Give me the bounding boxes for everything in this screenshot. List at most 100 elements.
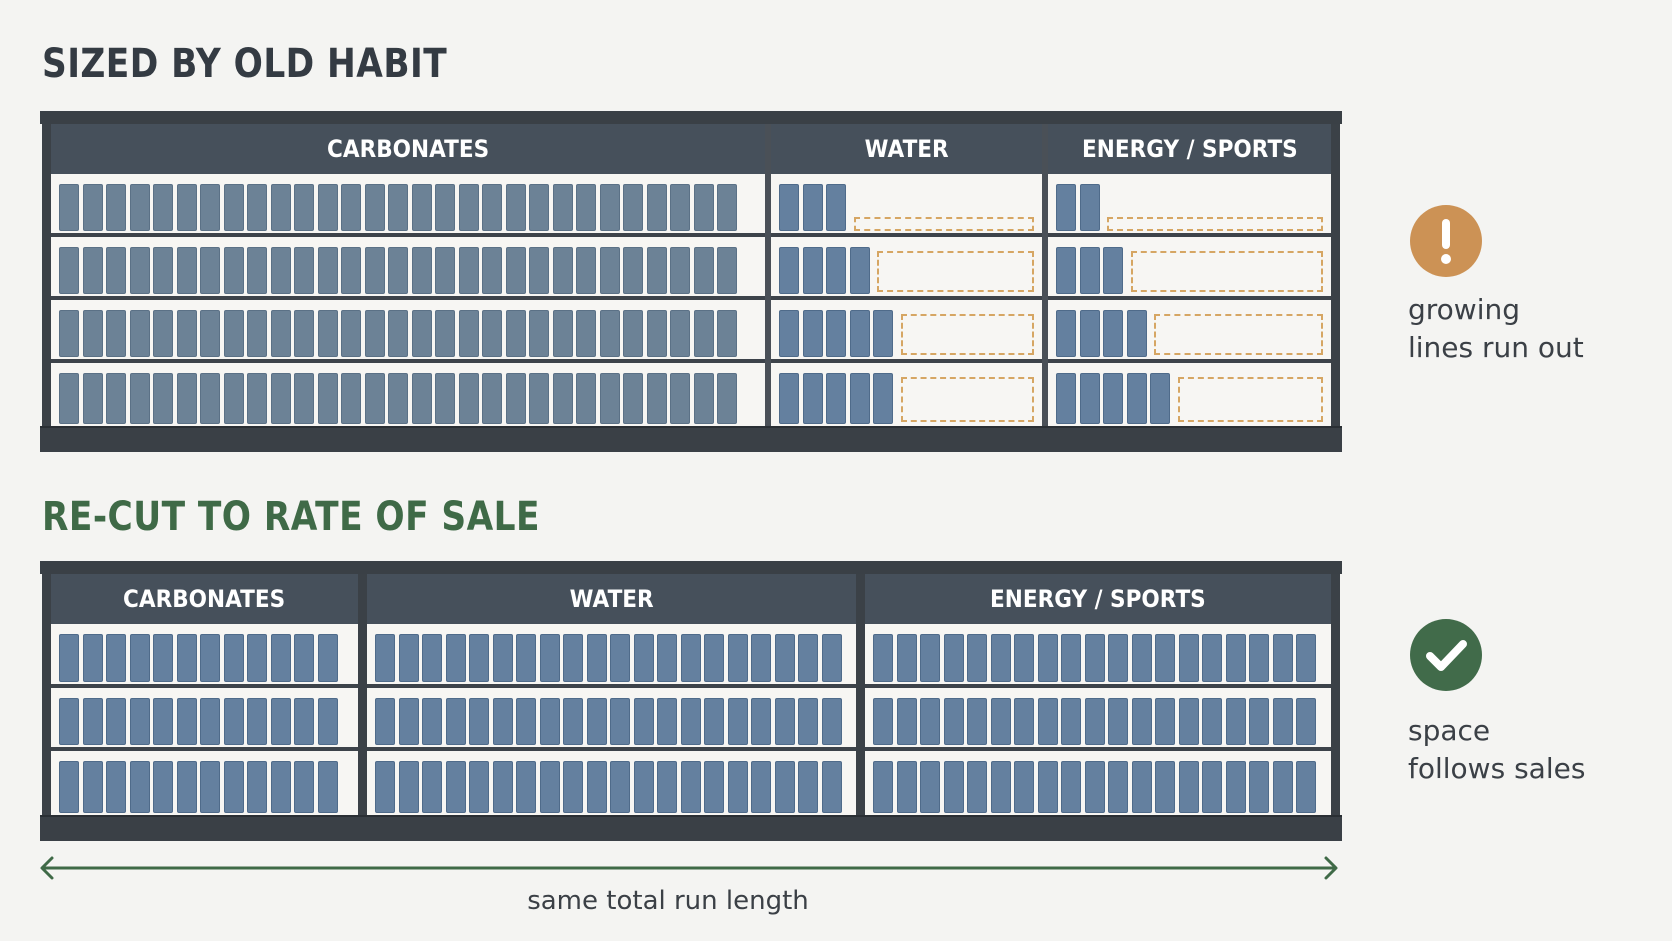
shelf-ledge (771, 296, 1042, 300)
product-pack (153, 310, 173, 357)
product-pack (247, 697, 267, 746)
product-pack (623, 247, 643, 294)
shelf-ledge (367, 747, 856, 752)
product-pack (727, 761, 748, 813)
product-pack (670, 310, 690, 357)
product-pack (1084, 761, 1105, 813)
product-pack (717, 247, 737, 294)
product-pack (1103, 247, 1123, 294)
shelf-bay: WATER (771, 124, 1042, 426)
run-length-arrow (40, 856, 1338, 880)
product-pack (1056, 247, 1076, 294)
product-pack (129, 761, 150, 813)
product-pack (176, 761, 197, 813)
product-pack (317, 761, 338, 813)
product-pack (505, 184, 526, 231)
product-pack (774, 634, 795, 682)
upright-post (358, 574, 367, 815)
product-pack (1272, 634, 1293, 682)
product-pack (1061, 634, 1081, 682)
product-pack (200, 634, 220, 682)
product-pack (294, 247, 314, 294)
product-pack (106, 247, 126, 294)
shelf-bay: CARBONATES (51, 574, 358, 815)
product-pack (943, 697, 964, 746)
product-pack (529, 310, 549, 357)
product-pack (153, 761, 173, 813)
callout-line: follows sales (1408, 752, 1586, 785)
product-pack (469, 697, 489, 746)
product-pack (411, 373, 432, 424)
product-pack (482, 373, 502, 424)
product-pack (896, 634, 917, 682)
product-pack (82, 697, 103, 746)
product-pack (1296, 634, 1316, 682)
product-pack (1056, 184, 1076, 231)
product-pack (1037, 697, 1058, 746)
product-pack (826, 310, 846, 357)
product-pack (539, 697, 560, 746)
product-pack (1079, 310, 1100, 357)
section-title-recut: RE-CUT TO RATE OF SALE (42, 494, 540, 540)
product-pack (223, 373, 244, 424)
product-pack (153, 247, 173, 294)
product-pack (779, 373, 799, 424)
upright-post (1042, 124, 1048, 426)
product-pack (1155, 761, 1175, 813)
product-pack (1084, 697, 1105, 746)
product-pack (633, 697, 654, 746)
product-pack (1296, 697, 1316, 746)
product-pack (59, 761, 79, 813)
product-pack (458, 247, 479, 294)
product-pack (779, 247, 799, 294)
product-pack (943, 761, 964, 813)
product-pack (200, 310, 220, 357)
shelf-bay: ENERGY / SPORTS (865, 574, 1331, 815)
product-pack (826, 247, 846, 294)
product-pack (223, 310, 244, 357)
product-pack (482, 247, 502, 294)
product-pack (375, 634, 395, 682)
product-pack (1225, 634, 1246, 682)
section-title-old-habit: SIZED BY OLD HABIT (42, 41, 448, 87)
product-pack (364, 373, 385, 424)
product-pack (176, 373, 197, 424)
product-pack (1249, 697, 1269, 746)
product-pack (693, 247, 714, 294)
upright-post (856, 574, 865, 815)
product-pack (1108, 634, 1128, 682)
product-pack (435, 247, 455, 294)
product-pack (693, 373, 714, 424)
product-pack (223, 697, 244, 746)
product-pack (341, 373, 361, 424)
product-pack (552, 310, 573, 357)
product-pack (610, 634, 630, 682)
product-pack (1225, 697, 1246, 746)
product-pack (388, 310, 408, 357)
product-pack (529, 373, 549, 424)
product-pack (129, 373, 150, 424)
product-pack (563, 761, 583, 813)
product-pack (505, 373, 526, 424)
product-pack (920, 634, 940, 682)
product-pack (411, 310, 432, 357)
product-pack (1249, 634, 1269, 682)
shelf-ledge (51, 296, 765, 300)
product-pack (59, 247, 79, 294)
run-length-label: same total run length (527, 886, 809, 916)
product-pack (552, 373, 573, 424)
shelf-ledge (51, 747, 358, 752)
product-pack (1155, 634, 1175, 682)
product-pack (717, 310, 737, 357)
product-pack (317, 310, 338, 357)
product-pack (599, 310, 620, 357)
product-pack (873, 310, 893, 357)
product-pack (364, 184, 385, 231)
product-pack (693, 184, 714, 231)
product-pack (1079, 184, 1100, 231)
product-pack (445, 634, 466, 682)
product-pack (576, 310, 596, 357)
product-pack (435, 184, 455, 231)
empty-space-outline (1107, 217, 1323, 231)
product-pack (646, 373, 667, 424)
